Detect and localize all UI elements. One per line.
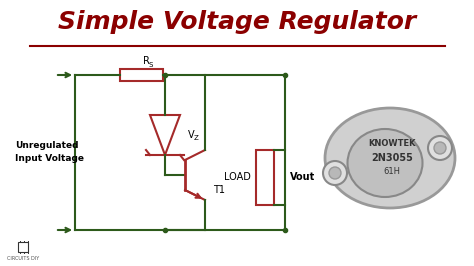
Bar [18,242,28,252]
Text: S: S [148,62,153,68]
Circle shape [323,161,347,185]
Text: Simple Voltage Regulator: Simple Voltage Regulator [58,10,416,34]
Text: LOAD: LOAD [224,172,251,182]
Text: Vout: Vout [290,172,315,182]
Ellipse shape [325,108,455,208]
Text: T1: T1 [213,185,225,195]
Text: Unregulated
Input Voltage: Unregulated Input Voltage [15,141,84,163]
Text: Z: Z [194,135,199,141]
Circle shape [434,142,446,154]
Text: V: V [188,130,195,140]
Bar [120,69,163,81]
Circle shape [329,167,341,179]
Text: KNOWTEK: KNOWTEK [368,139,416,148]
Text: 61H: 61H [383,168,401,177]
Text: 2N3055: 2N3055 [371,153,413,163]
Ellipse shape [347,129,422,197]
Text: R: R [143,56,150,66]
Bar [256,150,274,205]
Circle shape [428,136,452,160]
Text: CIRCUITS DIY: CIRCUITS DIY [7,256,39,261]
